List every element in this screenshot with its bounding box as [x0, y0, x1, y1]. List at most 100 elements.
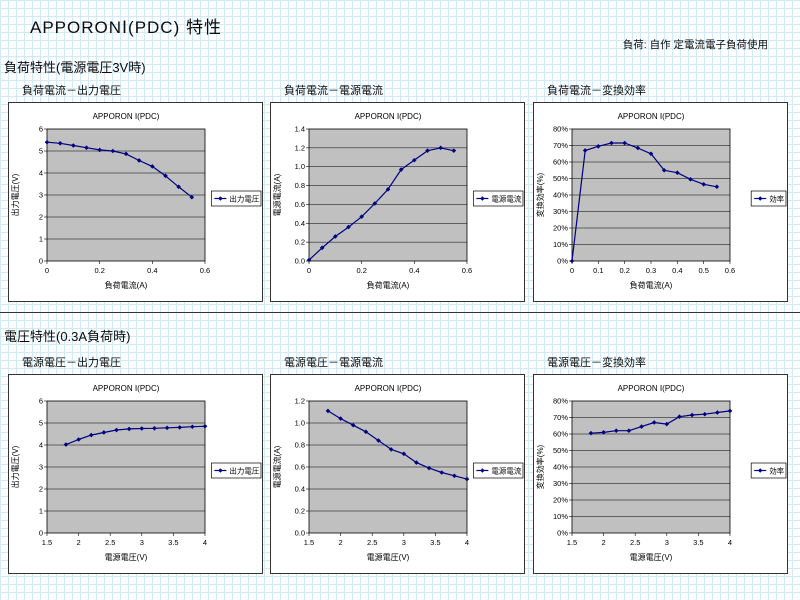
- x-tick-label: 0: [307, 266, 311, 275]
- x-tick-label: 0.5: [698, 266, 708, 275]
- legend: 出力電圧: [211, 462, 262, 479]
- legend: 電源電流: [473, 462, 524, 479]
- y-tick-label: 50%: [553, 446, 568, 455]
- y-tick-label: 4: [39, 441, 43, 450]
- y-tick-label: 5: [39, 419, 43, 428]
- chart-title: APPORON Ⅰ(PDC): [93, 384, 160, 393]
- series-line: [571, 142, 717, 262]
- x-tick-label: 2.5: [630, 538, 640, 547]
- y-axis-label: 電源電流(A): [272, 445, 282, 488]
- chart-block-load-efficiency: 負荷電流－変換効率 APPORON Ⅰ(PDC) 0% 10% 20% 30% 40% 50…: [533, 82, 790, 302]
- y-axis-ticks: 0 1 2 3 4 5 6: [39, 125, 205, 266]
- y-tick-label: 40%: [553, 191, 568, 200]
- data-point-marker: [702, 411, 708, 417]
- chart-load-input-current: APPORON Ⅰ(PDC) 0.0 0.2 0.4 0.6 0.8 1.0 1.2 1.4 0 0…: [270, 102, 525, 302]
- y-tick-label: 60%: [553, 430, 568, 439]
- y-tick-label: 0: [39, 529, 43, 538]
- y-tick-label: 0.8: [295, 181, 305, 190]
- data-point-marker: [451, 148, 457, 153]
- page-title: APPORONⅠ(PDC) 特性: [30, 18, 222, 37]
- y-axis-label: 出力電圧(V): [10, 445, 20, 488]
- legend: 効率: [750, 462, 787, 479]
- chart-heading: 負荷電流－出力電圧: [22, 85, 121, 97]
- legend: 電源電流: [473, 190, 524, 207]
- chart-canvas: APPORON Ⅰ(PDC) 0 1 2 3 4 5 6 1.5 2 2.5 3 3.5 4 電源電圧(V)…: [10, 384, 262, 562]
- chart-title: APPORON Ⅰ(PDC): [355, 384, 422, 393]
- x-axis-label: 電源電圧(V): [105, 553, 148, 562]
- x-tick-label: 3: [665, 538, 669, 547]
- y-tick-label: 0%: [557, 257, 568, 266]
- x-tick-label: 0.4: [147, 266, 157, 275]
- data-point-marker: [190, 424, 195, 430]
- x-tick-label: 4: [465, 538, 469, 547]
- y-tick-label: 4: [39, 169, 43, 178]
- chart-title: APPORON Ⅰ(PDC): [618, 384, 685, 393]
- legend-box: [211, 462, 262, 479]
- y-tick-label: 0: [39, 257, 43, 266]
- x-axis-ticks: 1.5 2 2.5 3 3.5 4: [42, 533, 207, 547]
- chart-canvas: APPORON Ⅰ(PDC) 0.0 0.2 0.4 0.6 0.8 1.0 1.2 1.5 2 2…: [272, 384, 524, 562]
- y-tick-label: 30%: [553, 207, 568, 216]
- data-point-marker: [582, 148, 588, 153]
- y-tick-label: 0%: [557, 529, 568, 538]
- x-tick-label: 0.6: [725, 266, 735, 275]
- y-tick-label: 3: [39, 463, 43, 472]
- load-equipment-note: 負荷: 自作 定電流電子負荷使用: [622, 39, 768, 51]
- series-line: [46, 141, 193, 198]
- data-point-marker: [714, 184, 720, 190]
- x-axis-ticks: 0 0.2 0.4 0.6: [307, 261, 472, 275]
- y-tick-label: 0.2: [295, 238, 305, 247]
- data-point-marker: [596, 144, 601, 149]
- chart-block-load-output-voltage: 負荷電流－出力電圧 APPORON Ⅰ(PDC) 0 1 2 3 4 5 6 0 0.2 0.4 0.…: [8, 82, 265, 302]
- y-tick-label: 3: [39, 191, 43, 200]
- data-point-marker: [639, 424, 644, 429]
- y-axis-ticks: 0 1 2 3 4 5 6: [39, 397, 205, 538]
- chart-block-voltage-efficiency: 電源電圧－変換効率 APPORON Ⅰ(PDC) 0% 10% 20% 30% 40% 50…: [533, 354, 790, 574]
- legend-marker-sample: [218, 468, 223, 473]
- x-tick-label: 0.6: [200, 266, 210, 275]
- y-axis-ticks: 0% 10% 20% 30% 40% 50% 60% 70% 80%: [553, 397, 730, 538]
- y-tick-label: 1.4: [295, 125, 305, 134]
- y-tick-label: 2: [39, 213, 43, 222]
- data-point-marker: [438, 145, 443, 151]
- legend-box: [750, 190, 787, 207]
- legend-marker-sample: [480, 468, 485, 473]
- y-tick-label: 0.6: [295, 200, 305, 209]
- legend-label: 効率: [769, 465, 784, 475]
- data-point-marker: [677, 414, 682, 419]
- data-point-marker: [372, 201, 378, 206]
- chart-voltage-output-voltage: APPORON Ⅰ(PDC) 0 1 2 3 4 5 6 1.5 2 2.5 3 3.5 4 電源電圧(V)…: [8, 374, 263, 574]
- y-tick-label: 10%: [553, 512, 568, 521]
- data-point-marker: [398, 167, 404, 172]
- data-point-marker: [675, 170, 680, 176]
- x-tick-label: 0.4: [409, 266, 419, 275]
- series-line: [327, 410, 468, 480]
- y-tick-label: 1: [39, 507, 43, 516]
- legend-label: 出力電圧: [229, 465, 259, 475]
- chart-title: APPORON Ⅰ(PDC): [618, 112, 685, 121]
- data-point-marker: [110, 148, 116, 154]
- data-point-marker: [588, 430, 594, 436]
- data-point-marker: [701, 181, 706, 187]
- x-tick-label: 0: [570, 266, 574, 275]
- legend-label: 出力電圧: [229, 193, 259, 203]
- legend-label: 電源電流: [491, 465, 521, 475]
- x-tick-label: 2: [602, 538, 606, 547]
- x-axis-ticks: 1.5 2 2.5 3 3.5 4: [304, 533, 469, 547]
- data-point-marker: [635, 145, 641, 151]
- y-tick-label: 1.0: [295, 419, 305, 428]
- y-tick-label: 2: [39, 485, 43, 494]
- x-tick-label: 0.2: [619, 266, 629, 275]
- y-tick-label: 1.0: [295, 162, 305, 171]
- chart-load-efficiency: APPORON Ⅰ(PDC) 0% 10% 20% 30% 40% 50% 60% 70% 80%…: [533, 102, 788, 302]
- x-tick-label: 3.5: [430, 538, 440, 547]
- chart-heading: 電源電圧－出力電圧: [22, 357, 121, 369]
- y-tick-label: 0.2: [295, 507, 305, 516]
- y-tick-label: 20%: [553, 224, 568, 233]
- data-point-marker: [152, 425, 157, 431]
- y-tick-label: 50%: [553, 174, 568, 183]
- legend-box: [473, 190, 524, 207]
- chart-canvas: APPORON Ⅰ(PDC)0.00.20.40.60.81.01.21.40 0…: [272, 112, 524, 290]
- x-tick-label: 2: [339, 538, 343, 547]
